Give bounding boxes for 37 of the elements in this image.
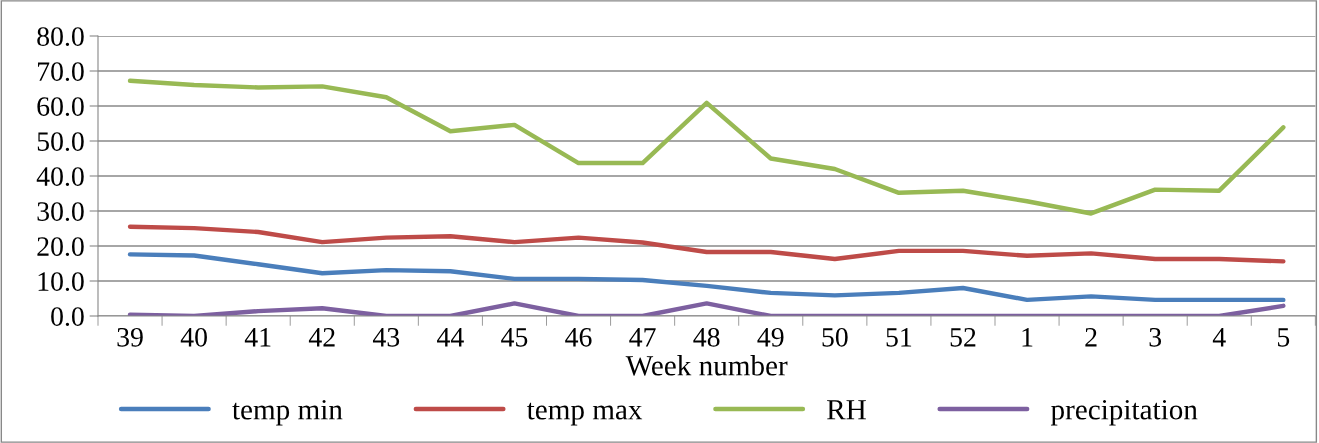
line-series <box>127 224 1286 264</box>
x-tick-label: 2 <box>1085 327 1097 347</box>
x-axis-title: Week number <box>625 355 788 376</box>
x-tick-label: 5 <box>1278 328 1290 347</box>
y-tick-label: 60.0 <box>37 97 84 117</box>
x-tick-label: 50 <box>822 327 848 347</box>
x-tick-label: 51 <box>886 328 912 347</box>
x-tick-label: 48 <box>693 327 720 347</box>
y-tick-label: 50.0 <box>37 132 84 152</box>
legend-label: temp min <box>232 399 343 426</box>
x-tick-label: 44 <box>437 328 464 347</box>
x-tick-label: 45 <box>501 328 528 347</box>
y-tick-label: 10.0 <box>38 272 84 292</box>
line-series <box>127 252 1286 303</box>
x-tick-label: 41 <box>244 328 271 347</box>
x-tick-label: 52 <box>950 327 976 347</box>
x-tick-label: 46 <box>565 327 592 347</box>
legend-label: RH <box>827 400 866 420</box>
line-series <box>127 78 1286 216</box>
legend-label: precipitation <box>1050 399 1198 426</box>
x-tick-label: 49 <box>757 327 784 347</box>
y-tick-label: 40.0 <box>36 167 84 187</box>
line-series <box>127 301 1286 316</box>
x-tick-label: 1 <box>1022 328 1033 347</box>
x-tick-label: 3 <box>1149 327 1162 347</box>
y-tick-label: 70.0 <box>38 62 84 82</box>
legend-label: temp max <box>526 402 643 426</box>
x-tick-label: 42 <box>308 327 335 347</box>
x-tick-label: 40 <box>180 327 207 347</box>
y-tick-label: 0.0 <box>51 307 84 327</box>
y-tick-label: 80.0 <box>37 27 84 47</box>
x-tick-label: 47 <box>629 328 656 347</box>
y-tick-label: 20.0 <box>37 237 84 257</box>
x-tick-label: 39 <box>117 327 143 347</box>
x-tick-label: 4 <box>1212 328 1226 347</box>
y-tick-label: 30.0 <box>37 202 84 222</box>
x-tick-label: 43 <box>372 327 400 347</box>
